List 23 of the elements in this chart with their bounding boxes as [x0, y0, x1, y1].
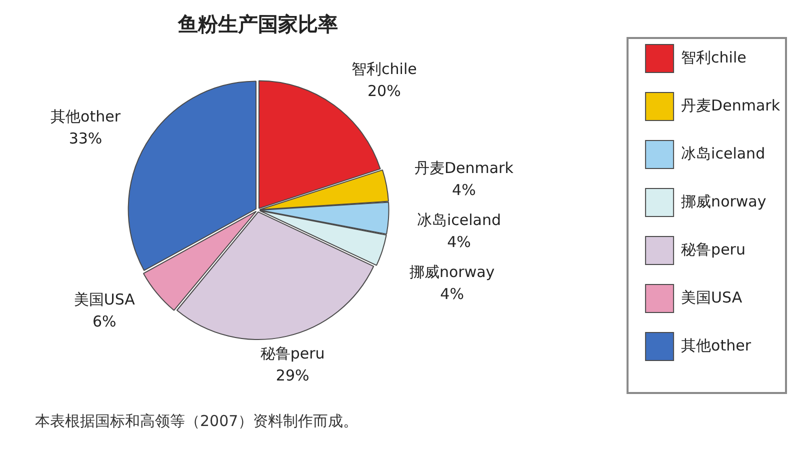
- legend-label: 美国USA: [681, 288, 743, 306]
- legend-label: 丹麦Denmark: [681, 96, 780, 114]
- slice-label: 丹麦Denmark: [414, 159, 514, 178]
- data-label: 33%: [68, 130, 102, 148]
- data-label: 6%: [92, 312, 116, 331]
- slice-label: 秘鲁peru: [260, 344, 325, 363]
- chart-title: 鱼粉生产国家比率: [176, 12, 338, 36]
- slice-label: 冰岛iceland: [416, 211, 501, 230]
- data-label: 4%: [447, 233, 471, 252]
- data-label: 4%: [452, 181, 476, 200]
- data-label: 29%: [276, 366, 310, 385]
- legend-label: 秘鲁peru: [681, 240, 746, 258]
- legend-label: 智利chile: [681, 48, 746, 66]
- legend-label: 其他other: [681, 336, 752, 354]
- legend-label: 挪威norway: [681, 192, 766, 210]
- text: 本表根据国标和高领等（2007）资料制作而成。: [35, 412, 358, 431]
- slice-label: 智利chile: [352, 60, 417, 78]
- legend-label: 冰岛iceland: [681, 144, 766, 162]
- slice-label: 美国USA: [74, 290, 136, 309]
- slice-label: 挪威norway: [409, 263, 495, 282]
- data-label: 4%: [440, 285, 464, 304]
- data-label: 20%: [368, 82, 401, 100]
- slice-label: 其他other: [50, 108, 122, 126]
